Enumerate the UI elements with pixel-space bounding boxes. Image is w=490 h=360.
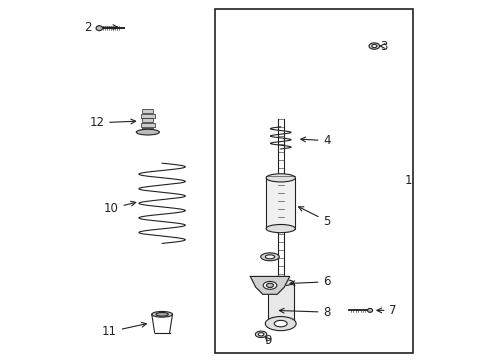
Ellipse shape	[266, 255, 275, 259]
Ellipse shape	[156, 312, 169, 316]
Text: 6: 6	[290, 275, 331, 288]
Ellipse shape	[267, 283, 273, 288]
Bar	[142, 118, 153, 122]
Text: 2: 2	[84, 21, 118, 33]
Text: 11: 11	[102, 323, 147, 338]
Bar	[141, 123, 155, 127]
Ellipse shape	[266, 225, 295, 233]
Ellipse shape	[265, 316, 296, 331]
Text: 1: 1	[405, 174, 413, 186]
Ellipse shape	[268, 279, 294, 286]
Polygon shape	[250, 276, 290, 294]
Ellipse shape	[255, 331, 267, 338]
Ellipse shape	[152, 311, 172, 317]
Bar	[266, 178, 295, 229]
Ellipse shape	[96, 26, 102, 31]
Ellipse shape	[261, 253, 279, 261]
Bar	[142, 109, 153, 113]
Ellipse shape	[258, 333, 264, 336]
Text: 9: 9	[265, 333, 272, 347]
Text: 12: 12	[89, 116, 136, 129]
Ellipse shape	[136, 129, 159, 135]
Ellipse shape	[368, 309, 372, 312]
Text: 10: 10	[103, 201, 136, 215]
Bar	[215, 9, 413, 353]
Text: 5: 5	[298, 207, 331, 228]
Ellipse shape	[369, 43, 380, 49]
Ellipse shape	[266, 174, 295, 182]
Text: 3: 3	[380, 40, 388, 53]
Bar	[141, 113, 155, 118]
Bar	[142, 128, 153, 132]
Text: 4: 4	[301, 134, 331, 147]
Bar	[268, 283, 294, 324]
Ellipse shape	[274, 320, 287, 327]
Text: 8: 8	[279, 306, 331, 319]
Text: 7: 7	[377, 304, 397, 317]
Ellipse shape	[263, 282, 277, 289]
Ellipse shape	[372, 44, 377, 48]
